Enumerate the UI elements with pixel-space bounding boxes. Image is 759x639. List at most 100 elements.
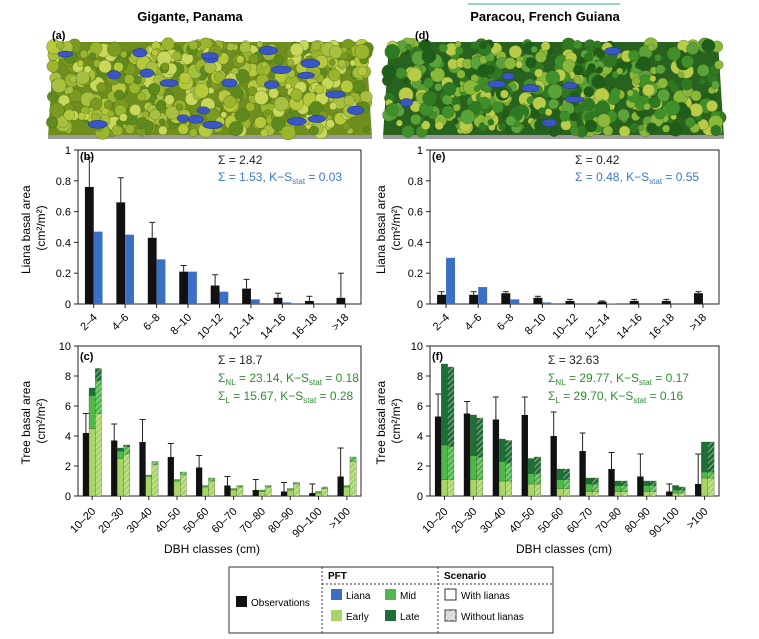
bar-observations — [224, 485, 231, 496]
bar-observations — [179, 271, 189, 304]
canopy-tree — [261, 61, 268, 68]
bar-hatch — [678, 493, 686, 496]
bar-early-with-lianas — [286, 489, 294, 497]
bar-hatch — [505, 440, 512, 463]
canopy-tree — [107, 41, 123, 57]
bar-hatch — [236, 485, 243, 487]
canopy-tree — [381, 64, 397, 80]
bar-mid-with-lianas — [173, 479, 181, 482]
bar-late-with-lianas — [117, 447, 124, 452]
bar-early-with-lianas — [173, 480, 181, 497]
canopy-tree — [596, 49, 606, 59]
canopy-tree — [354, 44, 370, 60]
canopy-tree — [657, 77, 669, 89]
bar-hatch — [621, 485, 628, 492]
bar-hatch — [707, 442, 715, 472]
canopy-tree — [289, 42, 304, 57]
canopy-liana-crown — [132, 48, 148, 58]
y-tick-label: 4 — [417, 431, 423, 443]
bar-mid-with-lianas — [88, 395, 96, 429]
panel-label-f: (f) — [432, 351, 443, 363]
canopy-tree — [310, 40, 322, 52]
bar-hatch — [592, 491, 599, 496]
canopy-tree — [57, 94, 70, 107]
canopy-tree — [438, 43, 448, 53]
tree-ylabel-left: Tree basal area (cm²/m²) — [19, 378, 48, 465]
bar-liana — [510, 299, 520, 304]
canopy-tree — [574, 76, 582, 84]
x-tick-label: 70–80 — [594, 506, 624, 536]
canopy-tree — [49, 102, 65, 118]
canopy-tree — [451, 118, 459, 125]
canopy-tree — [119, 113, 128, 122]
bar-observations — [666, 491, 673, 496]
y-tick-label: 0 — [65, 491, 71, 503]
bar-hatch — [592, 478, 599, 484]
canopy-tree — [503, 57, 517, 70]
canopy-tree — [234, 107, 249, 123]
x-tick-label: 40–50 — [507, 506, 537, 536]
canopy-tree — [618, 125, 631, 138]
canopy-tree — [125, 124, 135, 135]
canopy-tree — [239, 41, 251, 54]
bar-observations — [273, 297, 283, 304]
bar-mid-with-lianas — [343, 485, 351, 488]
canopy-tree — [711, 80, 720, 90]
stat-f-nl: ΣNL = 29.77, K−Sstat = 0.17 — [548, 371, 689, 387]
canopy-tree — [290, 88, 303, 101]
canopy-tree — [160, 62, 170, 71]
bar-mid-with-lianas — [498, 461, 506, 482]
canopy-tree — [525, 57, 537, 69]
x-tick-label: 16–18 — [647, 312, 677, 342]
bar-observations — [437, 294, 447, 304]
canopy-tree — [582, 98, 596, 111]
canopy-tree — [643, 102, 651, 111]
bar-late-with-lianas — [88, 387, 96, 396]
x-tick-label: 30–40 — [478, 506, 508, 536]
legend: PFT Scenario Observations Liana Mid Earl… — [228, 566, 554, 634]
canopy-tree — [583, 86, 595, 98]
x-tick-label: 20–30 — [96, 506, 126, 536]
bar-observations — [501, 293, 511, 304]
y-tick-label: 10 — [411, 341, 423, 353]
y-tick-label: 2 — [65, 461, 71, 473]
canopy-liana-crown — [188, 115, 204, 124]
bar-liana — [93, 231, 103, 304]
x-tick-label: 50–60 — [181, 506, 211, 536]
bar-liana — [125, 234, 134, 304]
canopy-tree — [402, 78, 410, 85]
canopy-liana-crown — [176, 114, 190, 123]
canopy-tree — [328, 59, 336, 66]
canopy-liana-crown — [159, 79, 179, 87]
x-tick-label: 10–12 — [196, 312, 226, 342]
bar-liana — [156, 259, 166, 304]
x-tick-label: 2–4 — [78, 312, 99, 333]
bar-observations — [521, 415, 528, 496]
legend-pft-header: PFT — [328, 571, 347, 582]
canopy-tree — [220, 111, 228, 119]
bar-hatch — [707, 472, 715, 478]
legend-swatch-with-lianas — [444, 588, 457, 601]
x-tick-label: 12–14 — [227, 312, 257, 342]
legend-scenario-header: Scenario — [444, 571, 486, 582]
canopy-tree — [569, 112, 578, 122]
bar-early-with-lianas — [230, 489, 237, 497]
canopy-tree — [610, 87, 621, 98]
canopy-tree — [56, 41, 65, 50]
stat-c-nl: ΣNL = 23.14, K−Sstat = 0.18 — [218, 371, 359, 387]
bar-observations — [309, 493, 316, 496]
bar-mid-with-lianas — [145, 474, 153, 477]
canopy-tree — [359, 90, 373, 104]
canopy-tree — [349, 59, 357, 67]
canopy-liana-crown — [307, 115, 326, 123]
canopy-tree — [617, 108, 630, 122]
stat-f-l: ΣL = 29.70, K−Sstat = 0.16 — [548, 389, 684, 405]
bar-mid-with-lianas — [556, 479, 564, 489]
canopy-tree — [535, 51, 547, 63]
bar-hatch — [592, 484, 599, 492]
bar-observations — [305, 300, 314, 304]
bar-hatch — [180, 472, 187, 475]
bar-hatch — [563, 469, 570, 480]
bar-hatch — [476, 418, 483, 457]
canopy-tree — [325, 119, 335, 129]
